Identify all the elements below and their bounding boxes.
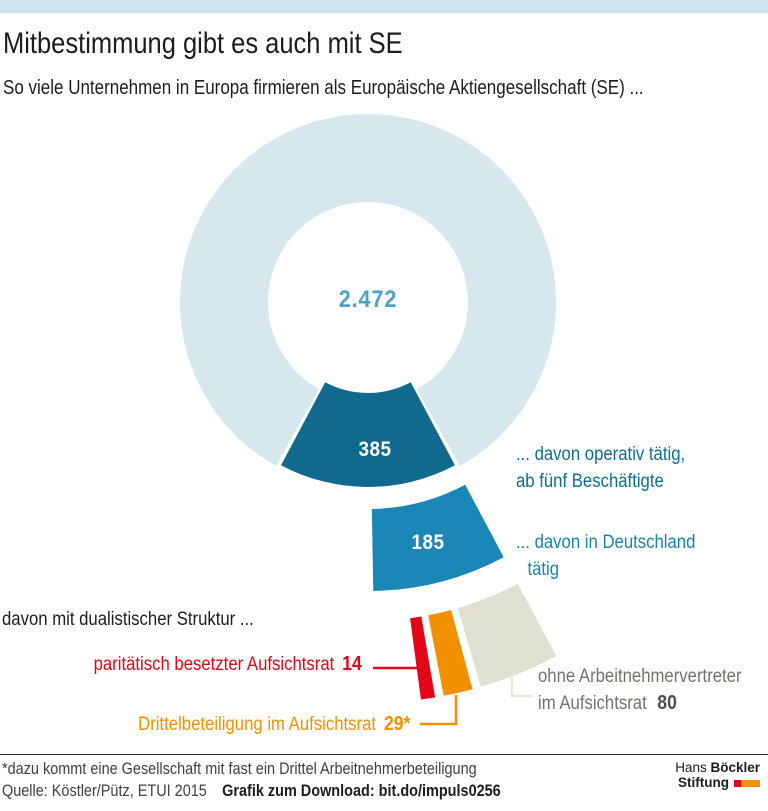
page-title: Mitbestimmung gibt es auch mit SE <box>3 27 403 60</box>
annotation-deutschland-line1: ... davon in Deutschland <box>516 532 696 553</box>
logo-hans: Hans <box>675 760 707 775</box>
value-operativ-taetig: 385 <box>358 438 392 461</box>
value-ohne-arbeitnehmervertreter: 80 <box>657 692 677 714</box>
source-row: Quelle: Köstler/Pütz, ETUI 2015 Grafik zu… <box>2 781 501 801</box>
wedge-deutschland-taetig <box>371 484 504 591</box>
value-paritaetisch: 14 <box>342 653 362 675</box>
annotation-deutschland-taetig: ... davon in Deutschland tätig <box>516 529 695 583</box>
leader-line-ohne-arbeitnehmervertreter <box>510 674 533 698</box>
annotation-operativ-taetig: ... davon operativ tätig, ab fünf Beschä… <box>516 441 685 495</box>
ring-se-gesamt <box>179 113 556 467</box>
source-text: Quelle: Köstler/Pütz, ETUI 2015 <box>2 781 207 800</box>
page-subtitle: So viele Unternehmen in Europa firmieren… <box>3 77 644 99</box>
value-drittelbeteiligung: 29* <box>383 713 410 735</box>
annotation-paritaetisch-label: paritätisch besetzter Aufsichtsrat <box>93 654 335 675</box>
download-link: Grafik zum Download: bit.do/impuls0256 <box>222 781 501 800</box>
value-deutschland-taetig: 185 <box>411 531 445 554</box>
annotation-drittelbeteiligung-label: Drittelbeteiligung im Aufsichtsrat <box>137 714 376 735</box>
annotation-dualistische-struktur: davon mit dualistischer Struktur ... <box>2 609 254 630</box>
footer-divider <box>0 754 768 755</box>
annotation-ohne-line1: ohne Arbeitnehmervertreter <box>538 666 742 687</box>
wedge-drittelbeteiligung <box>428 610 473 696</box>
annotation-drittelbeteiligung: Drittelbeteiligung im Aufsichtsrat 29* <box>138 711 410 738</box>
leader-line-drittelbeteiligung <box>420 695 458 726</box>
annotation-operativ-line1: ... davon operativ tätig, <box>516 444 686 465</box>
logo-boeckler: Böckler <box>710 760 760 775</box>
annotation-deutschland-line2: tätig <box>527 559 560 580</box>
top-accent-bar <box>0 0 768 13</box>
hans-boeckler-stiftung-logo: Hans Böckler Stiftung <box>675 760 760 790</box>
logo-red-square <box>734 779 741 787</box>
logo-orange-rect <box>741 779 760 787</box>
logo-stiftung: Stiftung <box>678 774 729 790</box>
footnote: *dazu kommt eine Gesellschaft mit fast e… <box>2 759 477 778</box>
annotation-ohne-line2: im Aufsichtsrat 80 <box>538 692 677 714</box>
annotation-paritaetisch: paritätisch besetzter Aufsichtsrat 14 <box>94 651 362 678</box>
annotation-operativ-line2: ab fünf Beschäftigte <box>516 471 664 492</box>
wedge-paritaetisch <box>410 616 436 700</box>
value-total: 2.472 <box>338 286 398 313</box>
annotation-ohne-arbeitnehmervertreter: ohne Arbeitnehmervertreter im Aufsichtsr… <box>538 663 742 717</box>
wedge-ohne-arbeitnehmervertreter <box>457 583 557 687</box>
wedge-operativ-taetig <box>281 382 455 487</box>
